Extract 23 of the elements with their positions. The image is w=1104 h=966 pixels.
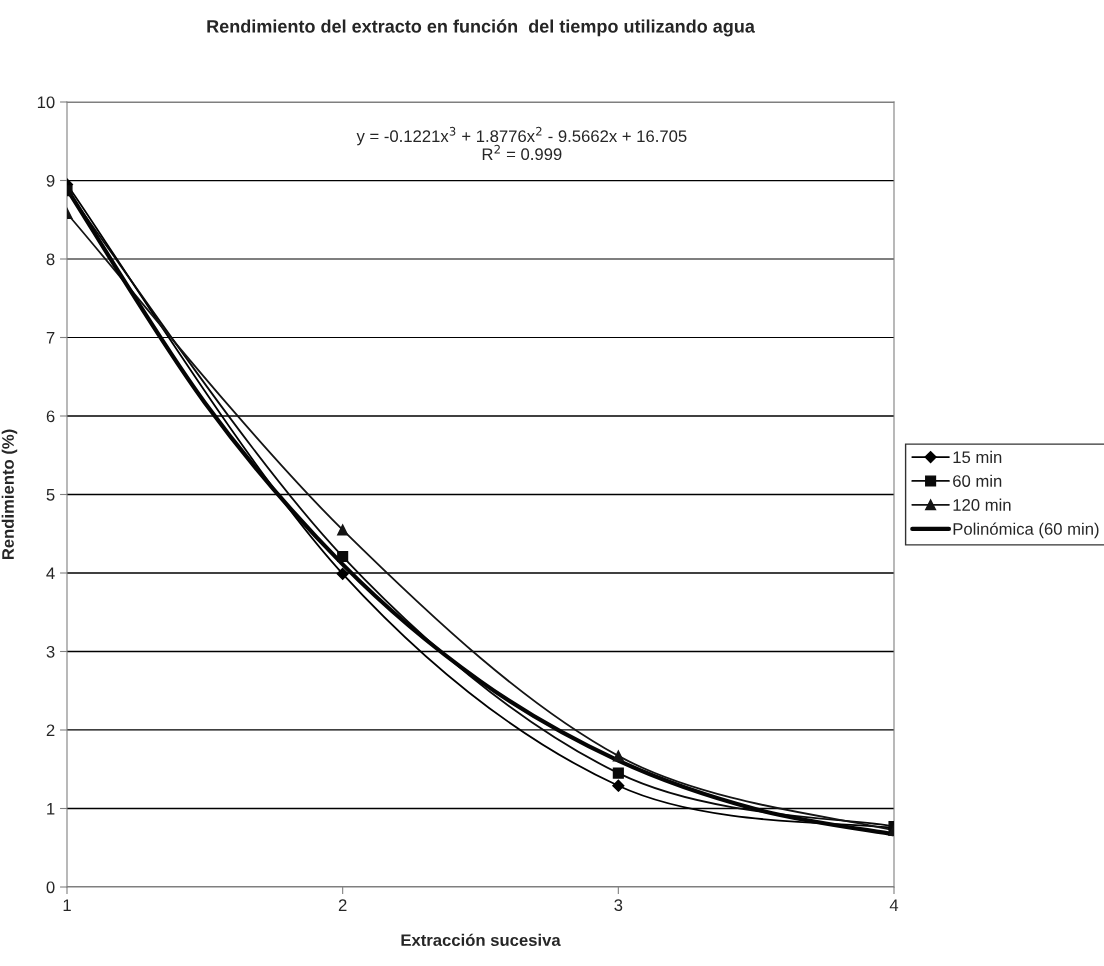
y-tick-label: 3: [46, 645, 55, 658]
y-tick-label: 9: [46, 174, 55, 187]
x-tick-label: 4: [889, 899, 899, 911]
x-axis-title: Extracción sucesiva: [401, 933, 561, 947]
y-tick-label: 2: [46, 724, 55, 737]
y-tick-label: 4: [46, 567, 55, 580]
y-tick-label: 7: [46, 332, 55, 344]
text: y = -0.1221x$^{3}$ + 1.8776x$^{2}$ - 9.5662x + 16.705 R$^{2}$ = 0.999: [356, 126, 687, 161]
x-tick-label: 2: [338, 899, 347, 911]
y-tick-label: 6: [46, 410, 55, 423]
y-axis-title: Rendimiento (%): [1, 429, 18, 560]
y-tick-label: 0: [46, 881, 55, 894]
x-tick-label: 3: [614, 899, 623, 912]
legend-label: 60 min: [953, 474, 1002, 487]
chart-title: Rendimiento del extracto en función del tiempo utilizando agua: [207, 19, 755, 37]
legend-label: 15 min: [953, 450, 1002, 464]
y-tick-label: 10: [37, 96, 55, 109]
legend-label: Polinómica (60 min): [953, 522, 1099, 539]
x-tick-label: 1: [63, 899, 71, 911]
y-tick-label: 1: [47, 803, 55, 815]
y-tick-label: 8: [46, 253, 55, 266]
legend-label: 120 min: [953, 498, 1011, 511]
y-tick-label: 5: [46, 489, 55, 501]
